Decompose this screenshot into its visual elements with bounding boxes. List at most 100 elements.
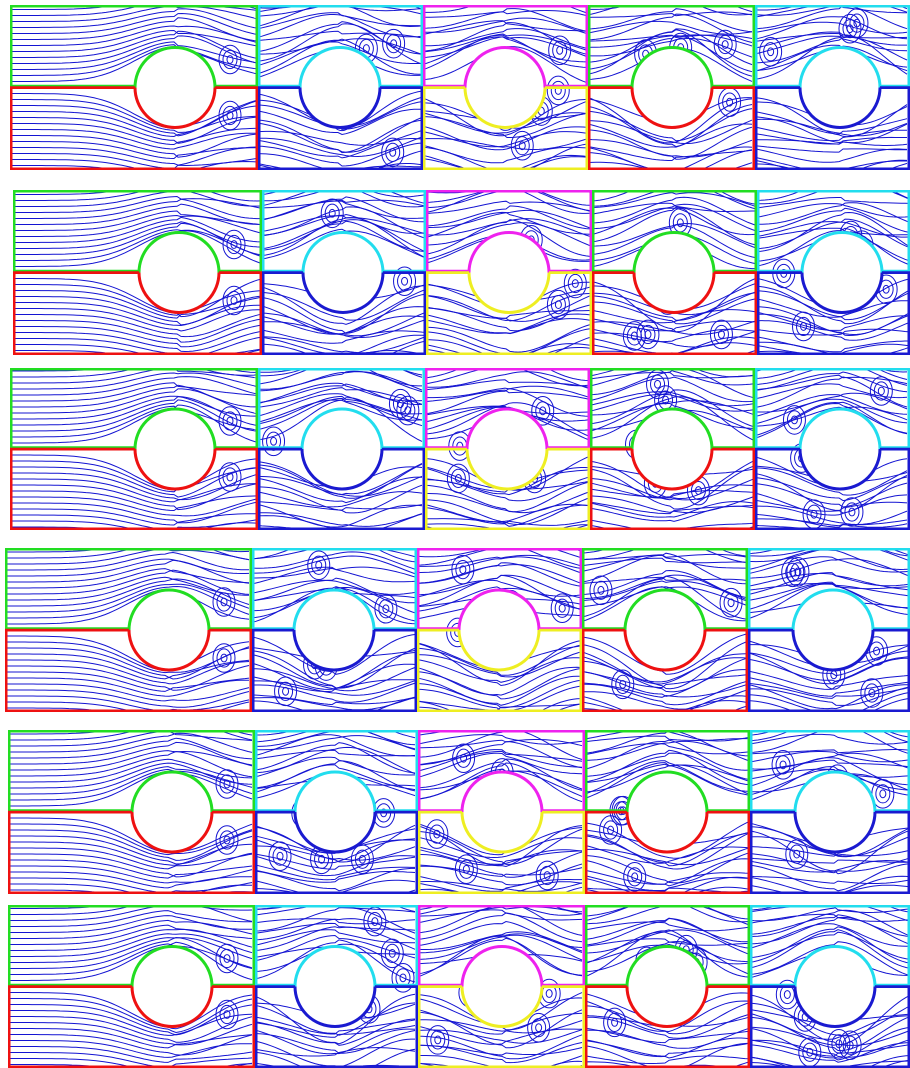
vortex-contour (430, 1030, 446, 1050)
cylinder (627, 772, 707, 852)
streamline (5, 641, 250, 674)
streamline (585, 905, 750, 923)
cylinder-bottom (457, 629, 541, 672)
upper-boundary (590, 368, 755, 449)
panel (582, 548, 748, 712)
streamline (757, 207, 910, 233)
streamline (585, 847, 750, 866)
cylinder-bottom (793, 811, 877, 854)
streamline (8, 770, 253, 807)
streamline (5, 583, 250, 613)
streamline (10, 368, 258, 373)
cylinder (132, 946, 212, 1027)
cylinder-top (292, 588, 376, 631)
streamline (750, 859, 910, 873)
streamline (585, 740, 750, 762)
streamline (10, 508, 258, 526)
streamline (757, 227, 909, 239)
lower-boundary (258, 87, 423, 170)
vortex-contour (640, 324, 656, 345)
streamline (588, 11, 753, 18)
streamline (255, 869, 416, 883)
cylinder (800, 47, 880, 128)
streamline (10, 116, 258, 144)
streamline (8, 758, 253, 783)
streamline (750, 846, 910, 857)
vortex-contour (223, 835, 231, 845)
streamline (592, 292, 757, 321)
streamline (262, 214, 426, 237)
streamline (748, 581, 909, 601)
streamline (5, 568, 250, 589)
lower-boundary (252, 630, 417, 712)
streamline (582, 669, 746, 697)
lower-boundary (426, 272, 592, 355)
streamline (755, 524, 907, 530)
streamline (418, 734, 583, 745)
streamline (423, 17, 588, 35)
streamline (5, 677, 250, 697)
streamline (10, 396, 258, 427)
cylinder-bottom (133, 87, 217, 129)
streamline (585, 1002, 750, 1035)
cylinder (632, 47, 712, 128)
lower-boundary (757, 272, 910, 355)
vortex-contour (216, 648, 232, 668)
streamline (10, 29, 258, 52)
vortex-contour (786, 410, 802, 430)
vortex-contour (827, 1029, 851, 1059)
streamline (426, 190, 591, 214)
vortex-contour (853, 18, 861, 28)
upper-boundary (757, 190, 910, 273)
panel (585, 905, 750, 1068)
streamline (755, 33, 908, 42)
streamline (8, 998, 253, 1034)
cylinder-top (630, 46, 714, 88)
vortex-contour (786, 557, 810, 587)
vortex-contour (393, 266, 417, 297)
streamline (417, 668, 582, 700)
streamline (417, 554, 582, 567)
vortex-contour (456, 748, 472, 768)
streamline (582, 569, 747, 598)
streamline (8, 919, 253, 939)
streamline (258, 38, 423, 55)
streamline (418, 863, 583, 886)
streamline (418, 1025, 583, 1045)
streamline (252, 548, 417, 563)
vortex-contour (218, 100, 242, 131)
streamline (258, 383, 423, 406)
streamline (10, 490, 258, 512)
cylinder-bottom (630, 87, 714, 129)
vortex-contour (775, 755, 791, 775)
lower-boundary (582, 630, 748, 712)
streamline (585, 1042, 750, 1068)
vortex-contour (723, 593, 739, 613)
streamline (417, 698, 582, 712)
streamline (418, 1034, 583, 1060)
vortex-contour (882, 284, 890, 294)
streamline (417, 564, 582, 584)
vortex-contour (611, 1017, 619, 1027)
streamline (750, 875, 910, 884)
streamline (8, 915, 252, 933)
vortex-contour (636, 319, 660, 350)
streamline (755, 383, 908, 400)
streamline (255, 1048, 416, 1068)
cylinder-bottom (798, 87, 882, 129)
vortex-contour (767, 47, 775, 57)
vortex-contour (404, 406, 412, 415)
streamline (8, 941, 253, 981)
cylinder-bottom (127, 629, 211, 672)
lower-boundary (425, 449, 590, 530)
cylinder-top (133, 46, 217, 88)
vortex-contour (282, 686, 290, 696)
streamline (750, 941, 910, 977)
streamline (750, 929, 910, 969)
vortex-contour (378, 599, 394, 619)
cylinder-top (798, 46, 882, 88)
vortex-contour (554, 598, 570, 618)
streamline (585, 921, 750, 932)
upper-boundary (425, 368, 590, 449)
streamline (417, 579, 582, 598)
